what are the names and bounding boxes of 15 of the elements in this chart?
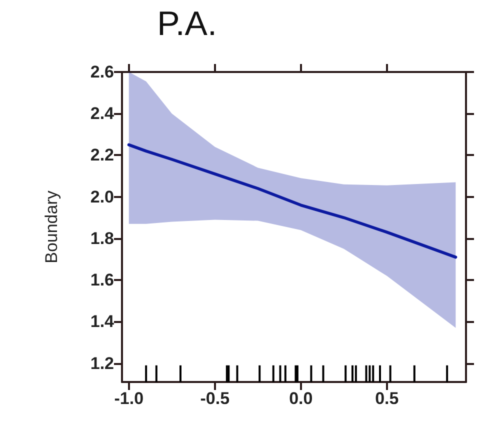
y-tick-label: 2.6 [90,62,114,82]
x-tick-label: -0.5 [200,389,230,408]
y-tick-label: 1.4 [90,312,115,332]
y-tick-label: 2.0 [90,187,114,206]
y-tick-label: 2.4 [90,104,115,124]
line-series [127,143,458,259]
y-tick-label: 1.8 [90,228,114,248]
y-tick-label: 1.2 [90,354,114,373]
chart-title: P.A. [157,5,217,43]
x-tick-label: 0.5 [375,389,399,408]
x-tick-label: 0.0 [289,389,313,408]
x-tick-label: -1.0 [114,389,144,408]
y-tick-label: 2.2 [90,146,114,165]
y-tick-label: 1.6 [90,270,114,290]
y-axis-title: Boundary [42,190,61,264]
